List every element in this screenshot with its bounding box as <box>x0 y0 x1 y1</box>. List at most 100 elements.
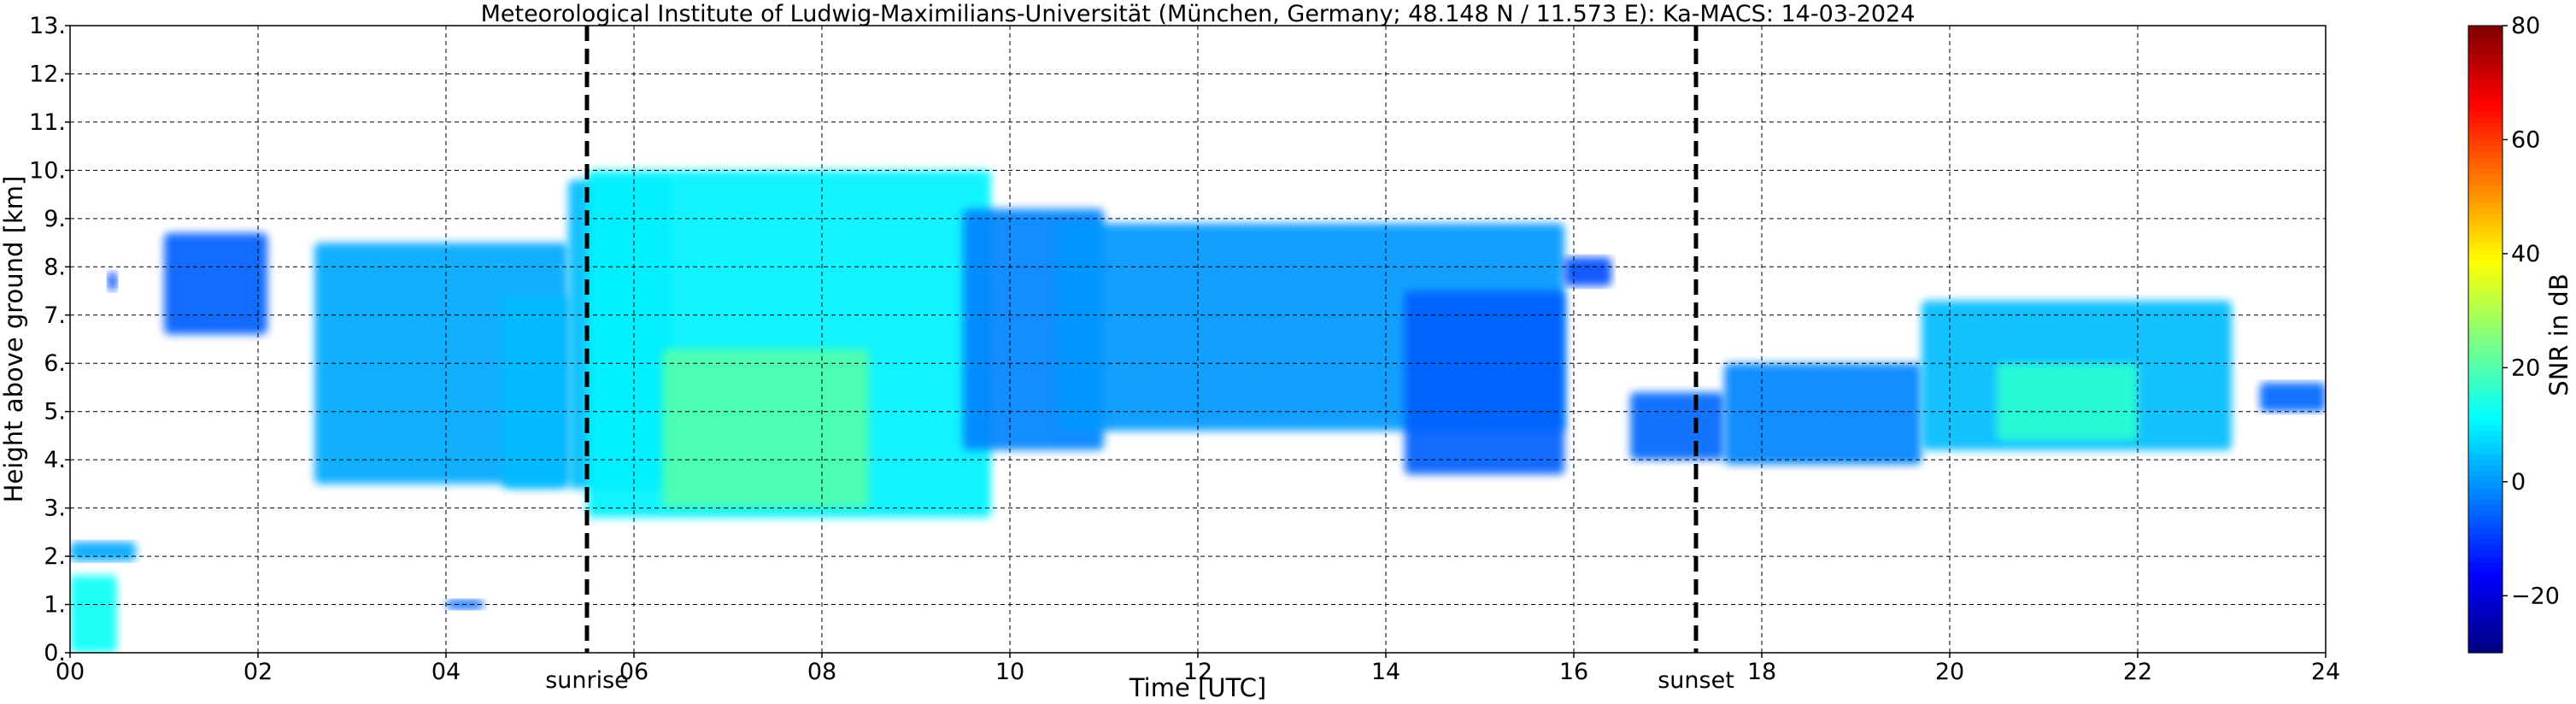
colorbar-segment <box>2468 476 2503 483</box>
colorbar-segment <box>2468 561 2503 568</box>
colorbar-segment <box>2468 173 2503 180</box>
event-lines: sunrise sunset <box>545 26 1734 694</box>
colorbar-label: SNR in dB <box>2544 273 2573 396</box>
colorbar-segment <box>2468 521 2503 528</box>
colorbar-segment <box>2468 77 2503 84</box>
colorbar-tick-label-2: 40 <box>2511 241 2540 267</box>
colorbar-segment <box>2468 248 2503 255</box>
colorbar-tick-label-5: −20 <box>2511 583 2560 609</box>
colorbar-segment <box>2468 293 2503 300</box>
colorbar-segment <box>2468 270 2503 278</box>
colorbar-segment <box>2468 367 2503 374</box>
colorbar-segment <box>2468 566 2503 574</box>
colorbar-segment <box>2468 219 2503 226</box>
x-tick-label-1: 02 <box>244 659 273 685</box>
colorbar-segment <box>2468 532 2503 540</box>
colorbar-segment <box>2468 94 2503 101</box>
colorbar-segment <box>2468 185 2503 192</box>
colorbar-segment <box>2468 253 2503 261</box>
colorbar-segment <box>2468 128 2503 135</box>
colorbar-segment <box>2468 71 2503 78</box>
y-tick-label-10: 10. <box>29 157 66 184</box>
colorbar-segment <box>2468 48 2503 55</box>
colorbar-segment <box>2468 595 2503 602</box>
y-axis-ticks: 0. 1. 2. 3. 4. 5. 6. 7. 8. 9. 10. 11. 12. 13. <box>29 13 70 666</box>
colorbar-segment <box>2468 425 2503 431</box>
y-axis-label: Height above ground [km] <box>0 176 28 503</box>
colorbar-segment <box>2468 641 2503 648</box>
colorbar-segment <box>2468 208 2503 214</box>
colorbar-segment <box>2468 647 2503 654</box>
colorbar-segment <box>2468 202 2503 209</box>
colorbar-segment <box>2468 459 2503 466</box>
colorbar-frame <box>2467 25 2503 654</box>
colorbar-segment <box>2468 515 2503 523</box>
colorbar-segment <box>2468 339 2503 346</box>
y-tick-label-0: 0. <box>44 640 66 666</box>
y-tick-label-8: 8. <box>44 254 66 280</box>
colorbar-segment <box>2468 133 2503 141</box>
x-tick-label-11: 22 <box>2123 659 2152 685</box>
colorbar-segment <box>2468 99 2503 107</box>
colorbar-segment <box>2468 527 2503 534</box>
colorbar-segment <box>2468 396 2503 402</box>
echo-region-3 <box>164 232 267 335</box>
colorbar-segment <box>2468 265 2503 272</box>
echo-region-17 <box>1997 363 2138 441</box>
colorbar-segment <box>2468 111 2503 118</box>
x-tick-label-4: 08 <box>807 659 836 685</box>
colorbar-segment <box>2468 447 2503 455</box>
colorbar-segment <box>2468 167 2503 175</box>
colorbar-segment <box>2468 310 2503 317</box>
colorbar-segment <box>2468 493 2503 500</box>
colorbar-segment <box>2468 498 2503 506</box>
colorbar-tick-label-1: 60 <box>2511 126 2540 153</box>
colorbar-segment <box>2468 327 2503 334</box>
colorbar-segment <box>2468 88 2503 95</box>
colorbar-segment <box>2468 116 2503 124</box>
colorbar-segment <box>2468 549 2503 557</box>
colorbar-segment <box>2468 470 2503 477</box>
x-tick-label-7: 14 <box>1371 659 1400 685</box>
colorbar-segment <box>2468 361 2503 368</box>
x-tick-label-2: 04 <box>431 659 461 685</box>
colorbar-segment <box>2468 504 2503 511</box>
colorbar-segment <box>2468 408 2503 414</box>
colorbar-segment <box>2468 590 2503 596</box>
echo-region-2 <box>108 271 117 291</box>
colorbar-segment <box>2468 197 2503 203</box>
y-tick-label-11: 11. <box>29 109 66 136</box>
y-tick-label-6: 6. <box>44 350 66 377</box>
echo-region-1 <box>70 542 136 561</box>
echo-region-6 <box>502 296 568 490</box>
colorbar-segment <box>2468 413 2503 420</box>
y-tick-label-13: 13. <box>29 13 66 39</box>
x-axis-label: Time [UTC] <box>1129 673 1266 702</box>
colorbar-segment <box>2468 384 2503 391</box>
y-tick-label-2: 2. <box>44 543 66 570</box>
colorbar-segment <box>2468 584 2503 591</box>
x-axis-ticks: 00 02 04 06 08 10 12 14 16 18 20 22 24 <box>56 653 2340 685</box>
colorbar-segment <box>2468 37 2503 44</box>
colorbar-segment <box>2468 26 2503 32</box>
colorbar-segment <box>2468 282 2503 289</box>
y-tick-label-4: 4. <box>44 447 66 473</box>
colorbar-segment <box>2468 390 2503 397</box>
colorbar-segment <box>2468 544 2503 551</box>
colorbar-segment <box>2468 555 2503 562</box>
colorbar-segment <box>2468 436 2503 443</box>
colorbar-segment <box>2468 225 2503 232</box>
y-tick-label-3: 3. <box>44 496 66 522</box>
colorbar-segment <box>2468 356 2503 363</box>
colorbar-segment <box>2468 572 2503 579</box>
colorbar-segment <box>2468 150 2503 158</box>
colorbar-segment <box>2468 60 2503 67</box>
colorbar-segment <box>2468 304 2503 312</box>
colorbar-segment <box>2468 122 2503 129</box>
colorbar: 80 60 40 20 0 −20 <box>2467 13 2560 654</box>
colorbar-segment <box>2468 481 2503 489</box>
colorbar-segment <box>2468 430 2503 437</box>
colorbar-segment <box>2468 31 2503 38</box>
x-tick-label-9: 18 <box>1747 659 1776 685</box>
colorbar-segment <box>2468 630 2503 637</box>
